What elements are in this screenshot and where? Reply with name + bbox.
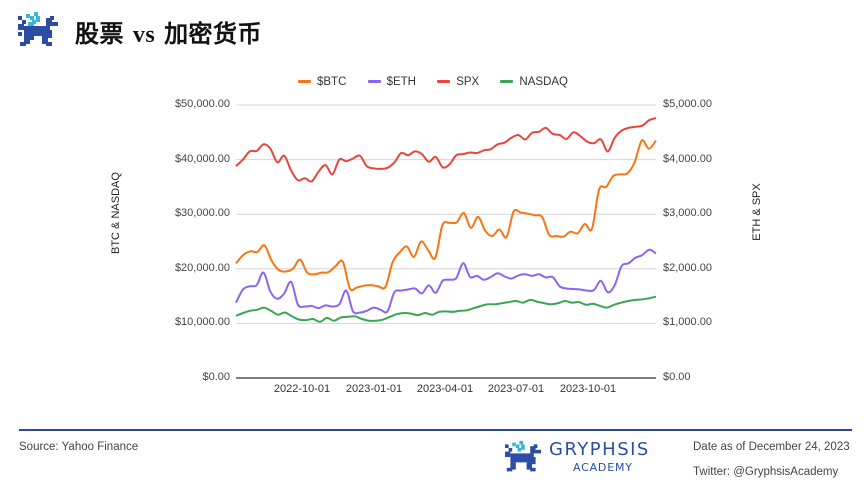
legend-swatch-spx xyxy=(437,80,451,83)
title-part2: 加密货币 xyxy=(164,20,263,48)
legend-swatch-nasdaq xyxy=(500,80,514,83)
x-tick-label: 2022-10-01 xyxy=(273,383,331,395)
left-tick-label: $0.00 xyxy=(202,371,230,383)
right-tick-label: $2,000.00 xyxy=(663,261,712,274)
source-label: Source: Yahoo Finance xyxy=(19,441,139,453)
legend-swatch-eth xyxy=(367,80,381,83)
left-tick-label: $50,000.00 xyxy=(174,98,230,110)
series-line-nasdaq[interactable] xyxy=(235,295,657,323)
legend-item-eth[interactable]: $ETH xyxy=(367,75,416,88)
brand-name: GRYPHSIS xyxy=(549,439,650,460)
right-tick-label: $5,000.00 xyxy=(663,98,712,110)
gryphon-logo-icon xyxy=(18,12,58,46)
gryphon-footer-icon xyxy=(505,440,541,472)
right-tick-label: $3,000.00 xyxy=(663,207,712,220)
chart-legend: $BTC $ETH SPX NASDAQ xyxy=(0,74,866,88)
series-line-btc[interactable] xyxy=(235,139,657,292)
legend-label-eth: $ETH xyxy=(386,75,416,88)
x-tick-label: 2023-04-01 xyxy=(416,383,474,395)
left-tick-label: $10,000.00 xyxy=(174,316,230,329)
legend-item-nasdaq[interactable]: NASDAQ xyxy=(500,76,568,88)
left-tick-label: $30,000.00 xyxy=(174,207,230,220)
right-tick-label: $4,000.00 xyxy=(663,152,712,165)
series-line-eth[interactable] xyxy=(235,248,657,315)
header: 股票 vs 加密货币 xyxy=(0,0,866,60)
legend-label-btc: $BTC xyxy=(316,75,347,88)
legend-label-nasdaq: NASDAQ xyxy=(519,75,568,88)
date-label: Date as of December 24, 2023 xyxy=(693,441,850,453)
legend-item-btc[interactable]: $BTC xyxy=(297,75,347,88)
legend-label-spx: SPX xyxy=(456,75,480,88)
footer-separator xyxy=(19,429,852,431)
brand-subtitle: ACADEMY xyxy=(573,461,633,474)
left-tick-label: $40,000.00 xyxy=(174,152,230,165)
legend-swatch-btc xyxy=(297,80,311,83)
series-line-spx[interactable] xyxy=(235,117,657,183)
x-tick-label: 2023-10-01 xyxy=(559,383,617,395)
brand-logo: GRYPHSIS ACADEMY xyxy=(503,437,663,477)
legend-item-spx[interactable]: SPX xyxy=(437,76,479,88)
right-tick-label: $0.00 xyxy=(663,371,691,383)
x-tick-label: 2023-07-01 xyxy=(487,383,545,395)
title-part1: 股票 xyxy=(75,20,124,48)
twitter-handle: Twitter: @GryphsisAcademy xyxy=(693,466,839,478)
title-vs: vs xyxy=(132,22,156,48)
page-title: 股票 vs 加密货币 xyxy=(75,14,262,49)
left-tick-label: $20,000.00 xyxy=(174,261,230,274)
right-tick-label: $1,000.00 xyxy=(663,316,712,329)
x-tick-label: 2023-01-01 xyxy=(345,383,403,395)
